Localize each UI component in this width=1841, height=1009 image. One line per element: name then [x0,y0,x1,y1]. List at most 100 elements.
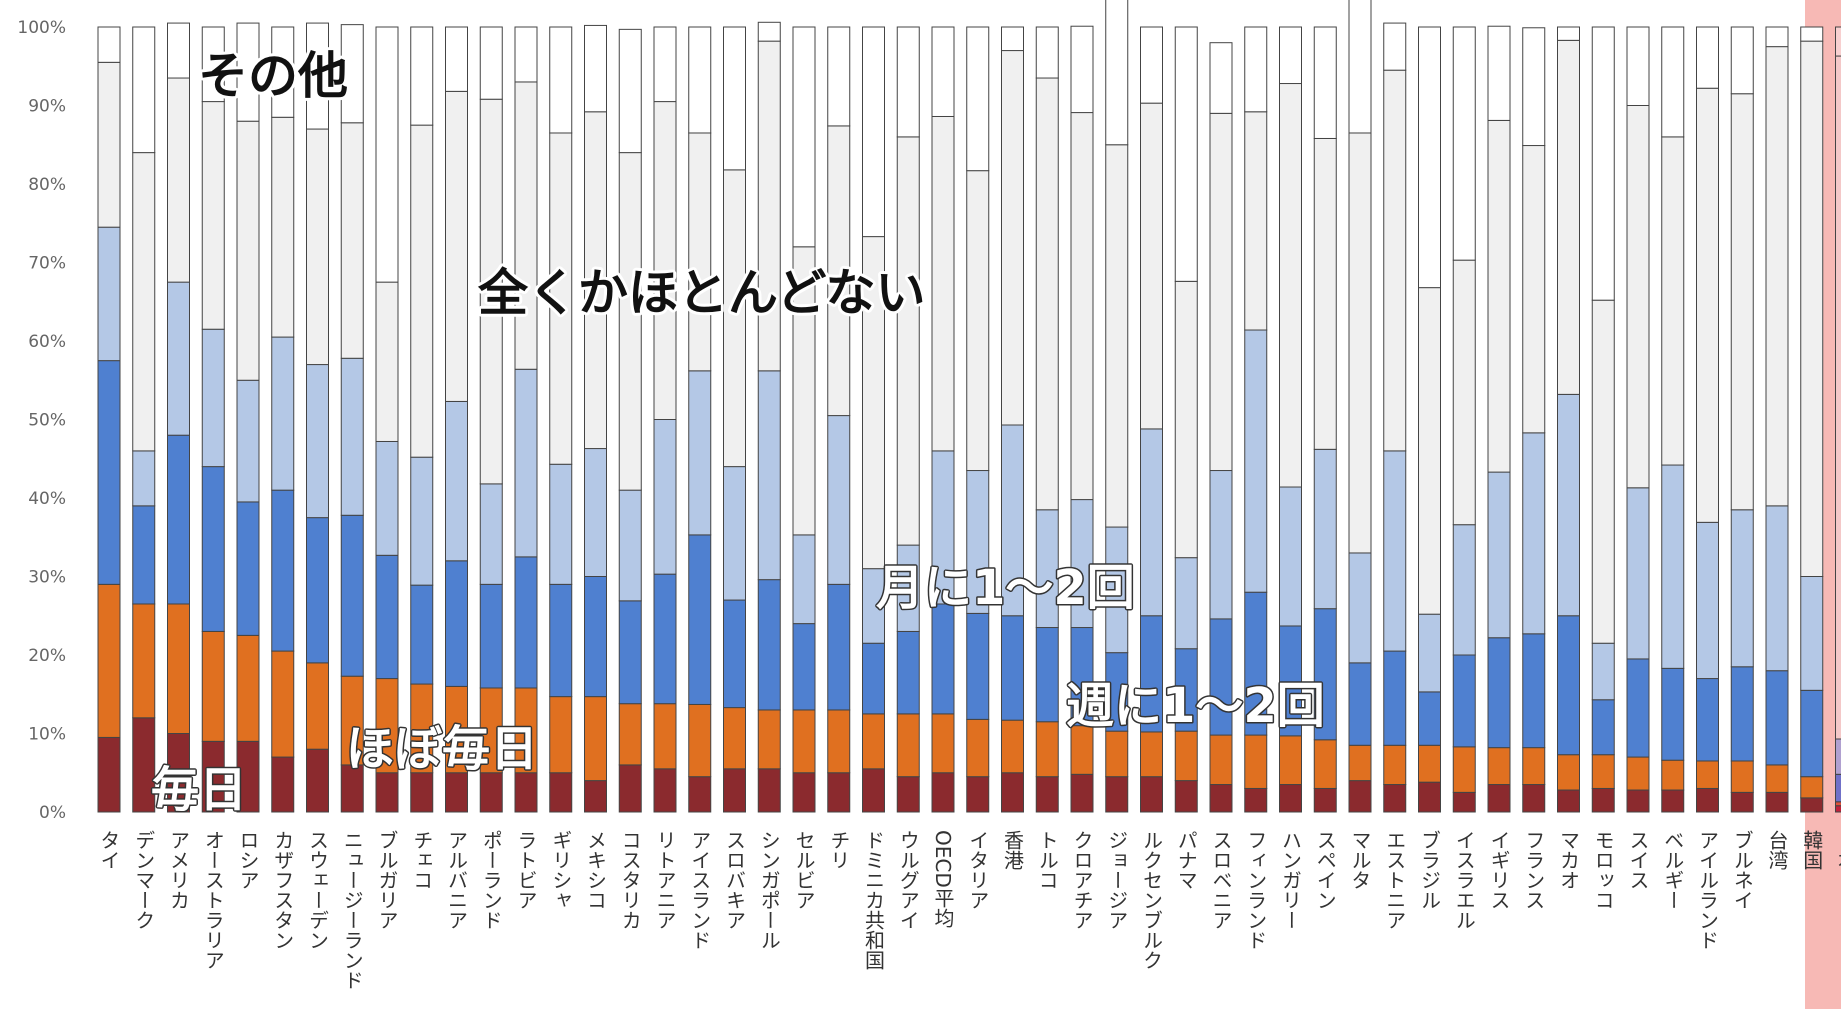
bar-segment [688,132,712,372]
x-tick-label: フランス [1522,830,1546,910]
bar-segment [1035,77,1059,511]
bar-segment [1800,40,1824,577]
bar-segment [514,81,538,370]
bar-segment [1730,760,1754,793]
bar-stack [375,26,399,813]
x-tick-label: ギリシャ [549,830,573,910]
bar-segment [1591,26,1615,301]
bar-segment [827,709,851,774]
bar-segment [1452,26,1476,261]
bar-segment [514,26,538,83]
bar-stack [236,22,260,813]
bar-segment [584,576,607,698]
bar-segment [1730,93,1754,511]
bar-segment [1730,509,1754,668]
bar-stack [723,26,746,813]
bar-segment [792,772,816,813]
bar-segment [1418,691,1441,746]
bar-stack [1348,0,1372,813]
bar-segment [1835,805,1841,813]
bar-segment [1313,26,1337,139]
bar-segment [1279,83,1302,488]
x-tick-label: エストニア [1383,830,1407,930]
bar-segment [375,281,399,442]
bar-segment [1557,39,1580,395]
bar-segment [1452,259,1476,526]
x-axis-labels: タイ デンマーク アメリカ オーストラリア ロシア カザフスタン スウェーデン ニュージーラン… [97,830,1841,990]
bar-stack [132,26,156,813]
bar-segment [931,26,955,117]
bar-segment [896,630,920,715]
bar-segment [1418,287,1441,615]
bar-segment [1765,26,1789,48]
bar-segment [1452,791,1476,813]
bar-segment [966,718,990,778]
bar-segment [271,489,295,652]
bar-segment [271,116,295,338]
bar-stack [1174,26,1198,813]
bar-stack [1835,26,1841,813]
bar-segment [723,768,746,813]
bar-stack [1591,26,1615,813]
bar-segment [375,26,399,283]
bar-segment [653,768,677,813]
x-tick-label: 台湾 [1765,830,1789,870]
annotation-weekly: 週に1〜2回 [1066,678,1325,734]
bar-segment [1487,747,1511,786]
bar-stack [1418,26,1441,813]
bar-stack [1279,26,1302,813]
bar-segment [1835,26,1841,57]
bar-segment [1800,26,1824,42]
bar-stack [1765,26,1789,813]
bar-segment [1209,42,1233,114]
bar-stack [1800,26,1824,813]
bar-segment [966,170,990,472]
bar-segment [1661,26,1685,138]
bar-segment [1001,719,1024,774]
x-tick-label: ハンガリー [1279,830,1303,930]
y-tick-label: 70% [28,254,66,274]
bar-segment [757,768,781,813]
bar-segment [931,603,955,715]
bar-segment [445,560,468,687]
x-tick-label: チェコ [410,830,434,890]
bar-segment [862,26,885,238]
bar-segment [410,26,434,126]
x-tick-label: ウルグアイ [896,830,920,930]
bar-segment [862,768,885,813]
bar-segment [584,448,607,578]
x-tick-label: デンマーク [132,830,156,930]
bar-stack [1522,27,1546,813]
bar-segment [236,379,260,503]
bar-segment [340,357,364,516]
bar-segment [97,61,121,228]
bar-segment [1209,112,1233,472]
bar-segment [236,501,260,636]
bar-segment [445,400,468,562]
x-tick-label: スペイン [1313,830,1337,910]
bar-segment [445,90,468,402]
bar-segment [1070,773,1094,813]
bar-segment [757,21,781,42]
bar-segment [132,152,156,452]
annotations: その他 全くかほとんどない 月に1〜2回 週に1〜2回 ほぼ毎日 毎日 [150,44,1327,820]
bar-segment [1244,734,1268,789]
bar-segment [479,772,503,813]
bar-segment [1383,650,1407,746]
annotation-other: その他 [198,47,348,105]
bar-segment [896,136,920,546]
bar-segment [1765,791,1789,813]
bar-segment [97,226,121,362]
bar-segment [1661,759,1685,791]
bar-segment [167,281,190,436]
bar-segment [723,466,746,601]
bar-stack [1140,26,1163,813]
bar-segment [1730,666,1754,762]
bar-segment [1487,25,1511,121]
bar-segment [1452,654,1476,748]
bar-segment [1244,26,1268,113]
bar-segment [757,709,781,770]
bar-segment [1835,55,1841,740]
bar-segment [1140,731,1163,778]
